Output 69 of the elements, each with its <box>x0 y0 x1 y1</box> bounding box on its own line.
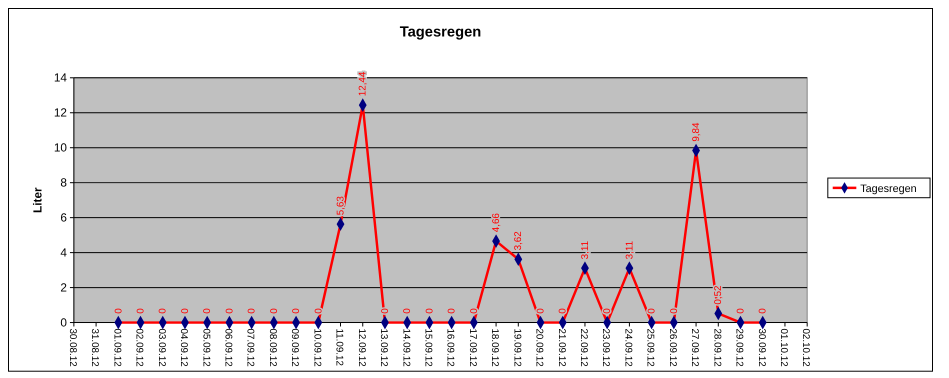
x-tick-label: 13.09.12 <box>378 328 390 367</box>
x-tick-label: 26.09.12 <box>666 328 678 367</box>
x-tick-label: 01.09.12 <box>111 328 122 367</box>
x-tick-label: 08.09.12 <box>266 328 278 367</box>
data-label: 0 <box>135 308 146 314</box>
x-tick-label: 04.09.12 <box>178 328 190 367</box>
x-tick-label: 03.09.12 <box>156 328 167 367</box>
data-label: 0 <box>646 308 658 314</box>
data-label: 0 <box>535 308 546 314</box>
y-tick-label: 14 <box>54 72 68 85</box>
data-label: 9,84 <box>691 122 702 142</box>
x-tick-label: 06.09.12 <box>222 328 234 367</box>
x-tick-label: 30.08.12 <box>66 328 78 367</box>
x-tick-label: 11.09.12 <box>334 328 345 366</box>
legend-label: Tagesregen <box>860 182 917 195</box>
x-tick-label: 30.09.12 <box>756 328 767 367</box>
x-tick-label: 31.08.12 <box>89 328 100 367</box>
x-tick-label: 02.09.12 <box>134 328 145 367</box>
x-tick-label: 05.09.12 <box>200 328 212 367</box>
x-tick-label: 21.09.12 <box>556 328 567 367</box>
data-label: 0 <box>758 308 769 314</box>
data-label: 12,44 <box>358 71 369 96</box>
x-tick-label: 27.09.12 <box>689 328 700 367</box>
data-label: 0 <box>446 308 458 314</box>
x-tick-label: 29.09.12 <box>734 328 745 367</box>
x-tick-label: 19.09.12 <box>511 328 522 367</box>
y-tick-label: 2 <box>60 282 67 295</box>
data-label: 3,11 <box>580 240 591 260</box>
data-label: 0 <box>735 308 746 314</box>
x-tick-label: 09.09.12 <box>289 328 300 367</box>
data-label: 0 <box>268 308 280 314</box>
data-label: 0 <box>113 308 124 314</box>
data-label: 0 <box>158 308 169 314</box>
y-tick-label: 6 <box>60 212 68 225</box>
data-label: 0 <box>402 308 414 314</box>
x-tick-label: 22.09.12 <box>578 328 590 367</box>
x-tick-label: 16.09.12 <box>444 328 456 367</box>
data-label: 3,11 <box>624 240 636 260</box>
x-tick-label: 28.09.12 <box>711 328 722 367</box>
x-tick-label: 12.09.12 <box>356 328 367 367</box>
y-tick-label: 10 <box>54 142 68 155</box>
data-label: 0 <box>424 308 436 314</box>
y-tick-label: 8 <box>60 176 68 190</box>
data-label: 0 <box>291 308 302 314</box>
data-label: 0 <box>202 308 214 314</box>
x-tick-label: 07.09.12 <box>244 328 256 367</box>
y-tick-label: 0 <box>60 316 68 330</box>
y-tick-label: 12 <box>54 106 67 120</box>
chart-title: Tagesregen <box>400 24 482 41</box>
x-tick-label: 01.10.12 <box>778 328 790 367</box>
data-label: 3,62 <box>513 231 524 250</box>
x-tick-label: 17.09.12 <box>466 328 478 367</box>
data-label: 0 <box>558 308 569 314</box>
x-tick-label: 10.09.12 <box>311 328 322 367</box>
x-tick-label: 25.09.12 <box>644 328 656 367</box>
data-label: 4,66 <box>491 212 502 232</box>
x-tick-label: 14.09.12 <box>400 328 412 367</box>
data-label: 0 <box>180 308 191 314</box>
data-label: 0 <box>246 308 258 314</box>
data-label: 0 <box>224 308 236 314</box>
x-tick-label: 23.09.12 <box>600 328 612 367</box>
x-tick-label: 02.10.12 <box>800 328 812 367</box>
y-axis-title: Liter <box>31 186 44 213</box>
data-label: 0 <box>602 308 614 314</box>
x-tick-label: 18.09.12 <box>489 328 500 367</box>
x-tick-label: 24.09.12 <box>622 328 634 367</box>
x-tick-label: 15.09.12 <box>422 328 434 367</box>
x-tick-label: 20.09.12 <box>534 328 545 367</box>
y-tick-label: 4 <box>60 246 68 260</box>
